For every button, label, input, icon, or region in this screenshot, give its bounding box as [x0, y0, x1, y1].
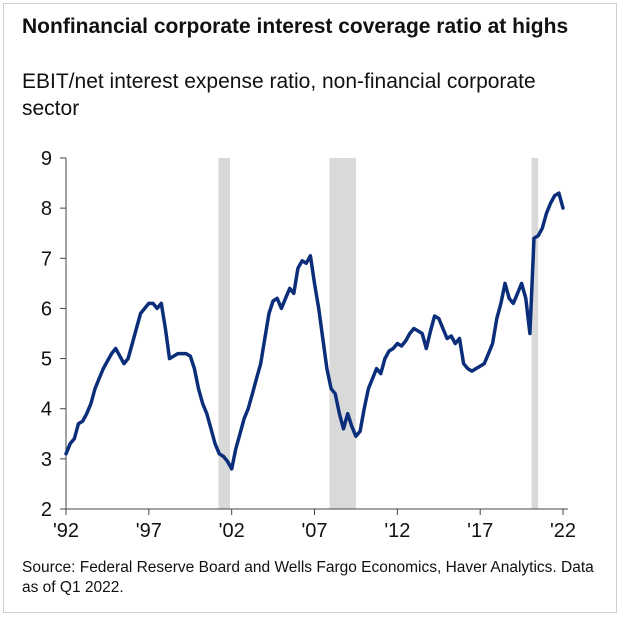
series-line: [64, 191, 565, 471]
x-tick-label: '22: [550, 520, 576, 542]
source-note: Source: Federal Reserve Board and Wells …: [22, 559, 594, 596]
recession-bands: [218, 158, 539, 509]
x-tick-label: '12: [384, 520, 410, 542]
recession-band: [329, 158, 356, 509]
y-tick-label: 5: [41, 349, 52, 371]
x-tick-label: '97: [136, 520, 162, 542]
recession-band: [218, 158, 231, 509]
chart-subtitle: EBIT/net interest expense ratio, non-fin…: [22, 70, 536, 120]
x-tick-label: '07: [301, 520, 327, 542]
y-tick-label: 2: [41, 499, 52, 521]
recession-band: [531, 158, 539, 509]
chart-title: Nonfinancial corporate interest coverage…: [22, 15, 569, 38]
x-tick-label: '17: [467, 520, 493, 542]
axes: 2 3 4 5 6 7 8 9 '92 '97 '02 '07 '12 '17 '22: [41, 148, 576, 542]
y-tick-label: 4: [41, 399, 52, 421]
y-tick-label: 7: [41, 248, 52, 270]
y-tick-label: 9: [41, 148, 52, 170]
y-tick-label: 8: [41, 198, 52, 220]
x-tick-label: '92: [53, 520, 79, 542]
x-tick-label: '02: [219, 520, 245, 542]
series-layer: [64, 191, 565, 471]
y-tick-label: 3: [41, 449, 52, 471]
y-tick-label: 6: [41, 298, 52, 320]
chart-frame: [3, 3, 617, 613]
